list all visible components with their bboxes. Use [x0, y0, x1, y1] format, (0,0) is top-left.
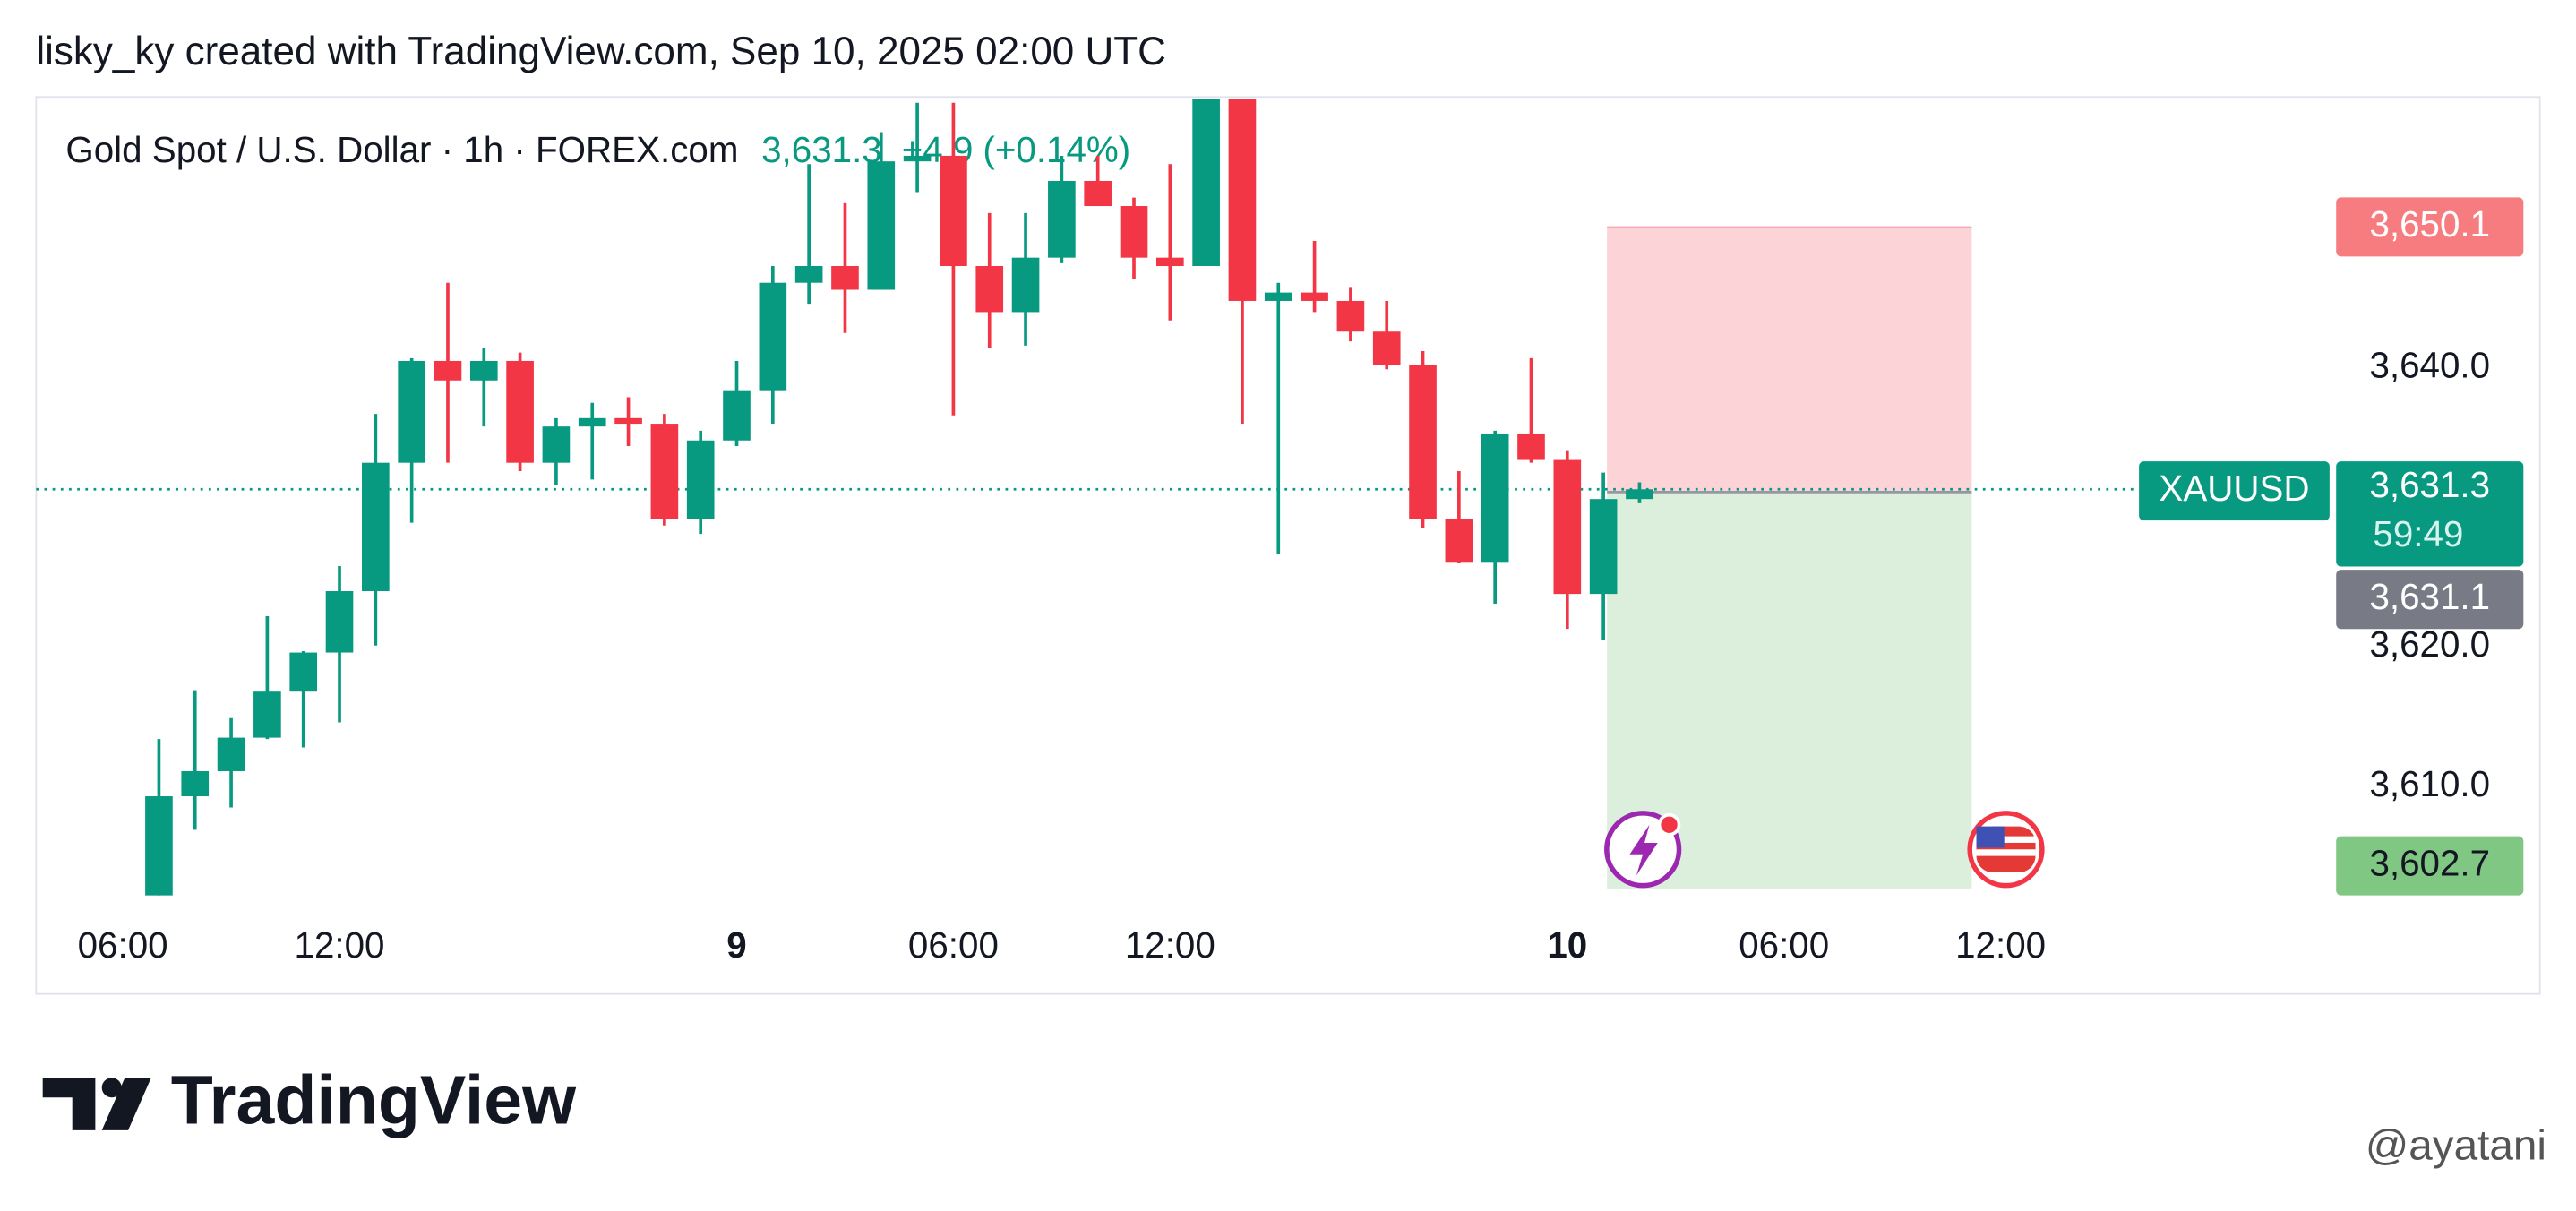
- event-icon: [1604, 811, 1682, 889]
- candle-body: [578, 417, 606, 427]
- candle-body: [1336, 300, 1365, 332]
- target-price-label: 3,602.7: [2369, 842, 2490, 883]
- candle-body: [1626, 489, 1653, 500]
- last-price-axis-label: 3,631.3: [2369, 464, 2490, 505]
- entry-price-box: [2336, 570, 2524, 630]
- candle-body: [1155, 257, 1184, 267]
- candle-body: [145, 796, 173, 896]
- change-percent: (+0.14%): [983, 129, 1130, 170]
- candle-body: [1228, 99, 1257, 301]
- candle-body: [831, 266, 859, 290]
- entry-price-label: 3,631.1: [2369, 576, 2490, 617]
- x-tick-label: 12:00: [295, 924, 385, 966]
- x-tick-label: 12:00: [1955, 924, 2046, 966]
- last-price: 3,631.3: [761, 129, 882, 170]
- candle-body: [1048, 180, 1076, 258]
- x-tick-label: 10: [1547, 924, 1587, 966]
- candle-body: [650, 424, 679, 520]
- candle-body: [542, 426, 571, 463]
- candle-body: [181, 770, 210, 797]
- candle-body: [1120, 206, 1148, 258]
- x-tick-label: 9: [726, 924, 746, 966]
- header: lisky_ky created with TradingView.com, S…: [36, 30, 1166, 73]
- candle-body: [975, 266, 1004, 313]
- y-tick-label: 3,620.0: [2369, 623, 2490, 665]
- candle-body: [1517, 433, 1545, 460]
- candle-body: [325, 591, 354, 653]
- candle-body: [506, 360, 534, 463]
- target-price-box: [2336, 836, 2524, 896]
- candle-body: [686, 440, 715, 520]
- candle-body: [1372, 331, 1401, 365]
- candles: [145, 99, 1653, 896]
- candle-body: [434, 360, 462, 381]
- chart-frame: [35, 96, 2541, 995]
- x-tick-label: 12:00: [1125, 924, 1215, 966]
- candle-body: [1084, 180, 1112, 207]
- brand: TradingView: [171, 1062, 577, 1139]
- symbol-label: XAUUSD: [2159, 468, 2309, 509]
- candle-body: [253, 691, 281, 738]
- y-tick-label: 3,610.0: [2369, 763, 2490, 804]
- y-tick-label: 3,640.0: [2369, 344, 2490, 385]
- candle-body: [940, 155, 967, 267]
- stop-zone: [1607, 227, 1972, 493]
- stop-price-label: 3,650.1: [2369, 203, 2490, 245]
- x-tick-label: 06:00: [1739, 924, 1829, 966]
- watermark: @ayatani: [2366, 1122, 2546, 1170]
- last-price-box: [2336, 461, 2524, 567]
- candle-body: [1481, 433, 1509, 563]
- candle-body: [469, 360, 498, 381]
- background-layer: [36, 226, 2140, 889]
- logo: [42, 1078, 151, 1130]
- countdown: 59:49: [2373, 513, 2463, 554]
- candle-body: [723, 390, 751, 441]
- candle-body: [1445, 519, 1473, 563]
- x-tick-label: 06:00: [78, 924, 168, 966]
- candle-body: [759, 282, 787, 391]
- chart-title: Gold Spot / U.S. Dollar · 1h · FOREX.com: [65, 129, 738, 170]
- candle-body: [1409, 365, 1437, 520]
- candle-body: [867, 161, 896, 290]
- candle-body: [362, 462, 390, 592]
- candle-body: [614, 417, 642, 425]
- candle-body: [1192, 99, 1220, 267]
- candle-body: [1553, 459, 1582, 595]
- symbol-box: [2139, 461, 2330, 521]
- flag-icon: [1967, 811, 2045, 889]
- candle-body: [1264, 292, 1292, 301]
- candle-body: [794, 266, 823, 283]
- candle-body: [289, 652, 318, 692]
- candle-body: [1589, 499, 1618, 595]
- x-tick-label: 06:00: [908, 924, 999, 966]
- candle-body: [1301, 292, 1328, 301]
- candle-body: [217, 737, 245, 771]
- candle-body: [398, 360, 425, 463]
- candle-body: [903, 155, 932, 162]
- foreground-layer: 06:00 12:00 9 06:00 12:00 10 06:00 12:00 3,610.0…: [78, 197, 2524, 966]
- stop-price-box: [2336, 197, 2524, 257]
- candle-body: [1011, 257, 1040, 313]
